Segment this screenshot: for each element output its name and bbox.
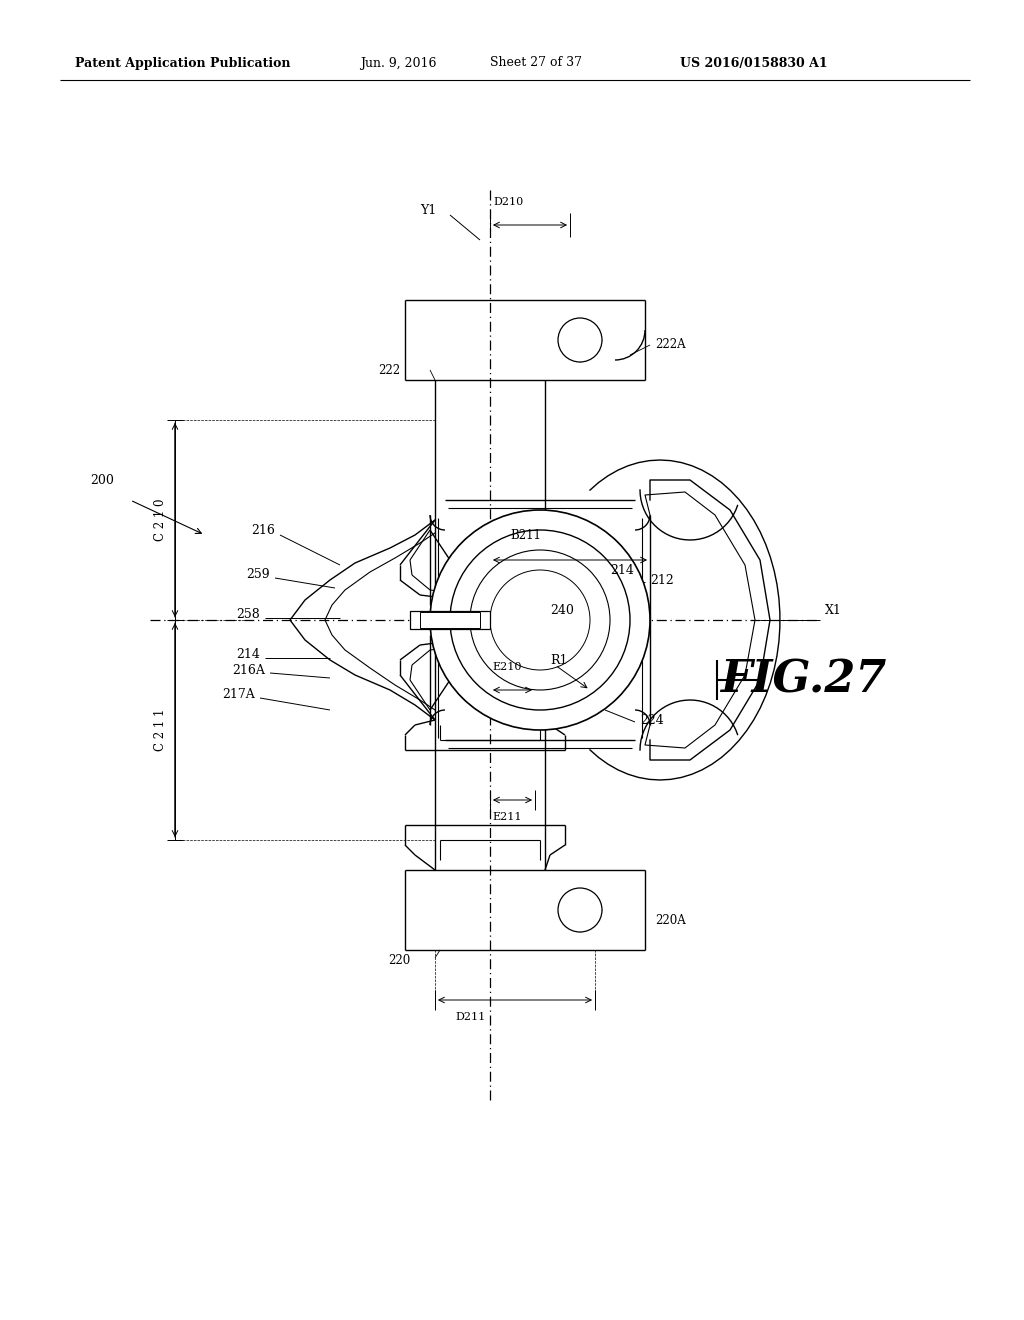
Text: Jun. 9, 2016: Jun. 9, 2016 — [360, 57, 436, 70]
Text: C 2 1 0: C 2 1 0 — [154, 499, 167, 541]
Text: 212: 212 — [650, 573, 674, 586]
Text: X1: X1 — [825, 603, 842, 616]
Text: 224: 224 — [640, 714, 664, 726]
Text: 200: 200 — [90, 474, 114, 487]
Text: 258: 258 — [237, 609, 260, 622]
Text: 214: 214 — [237, 648, 260, 661]
Text: R1: R1 — [550, 653, 567, 667]
Text: Y1: Y1 — [420, 203, 436, 216]
Text: 240: 240 — [550, 603, 573, 616]
Circle shape — [450, 531, 630, 710]
Text: B211: B211 — [510, 529, 541, 543]
Text: 216A: 216A — [232, 664, 265, 676]
Text: E210: E210 — [492, 663, 521, 672]
Bar — [410, 611, 490, 630]
Text: US 2016/0158830 A1: US 2016/0158830 A1 — [680, 57, 827, 70]
Text: C 2 1 1: C 2 1 1 — [154, 709, 167, 751]
Text: D211: D211 — [455, 1012, 485, 1022]
Bar — [420, 612, 480, 628]
Text: 220: 220 — [388, 953, 410, 966]
Text: 222A: 222A — [655, 338, 686, 351]
Text: E211: E211 — [492, 812, 521, 822]
Text: 217A: 217A — [222, 689, 255, 701]
Circle shape — [558, 888, 602, 932]
Text: Patent Application Publication: Patent Application Publication — [75, 57, 291, 70]
Text: 220A: 220A — [655, 913, 686, 927]
Text: 216: 216 — [251, 524, 275, 536]
Circle shape — [430, 510, 650, 730]
Text: FIG.27: FIG.27 — [720, 659, 887, 701]
Text: 214: 214 — [610, 564, 634, 577]
Text: 222: 222 — [378, 363, 400, 376]
Circle shape — [470, 550, 610, 690]
Circle shape — [490, 570, 590, 671]
Text: 259: 259 — [247, 569, 270, 582]
Circle shape — [558, 318, 602, 362]
Text: Sheet 27 of 37: Sheet 27 of 37 — [490, 57, 582, 70]
Text: D210: D210 — [493, 197, 523, 207]
